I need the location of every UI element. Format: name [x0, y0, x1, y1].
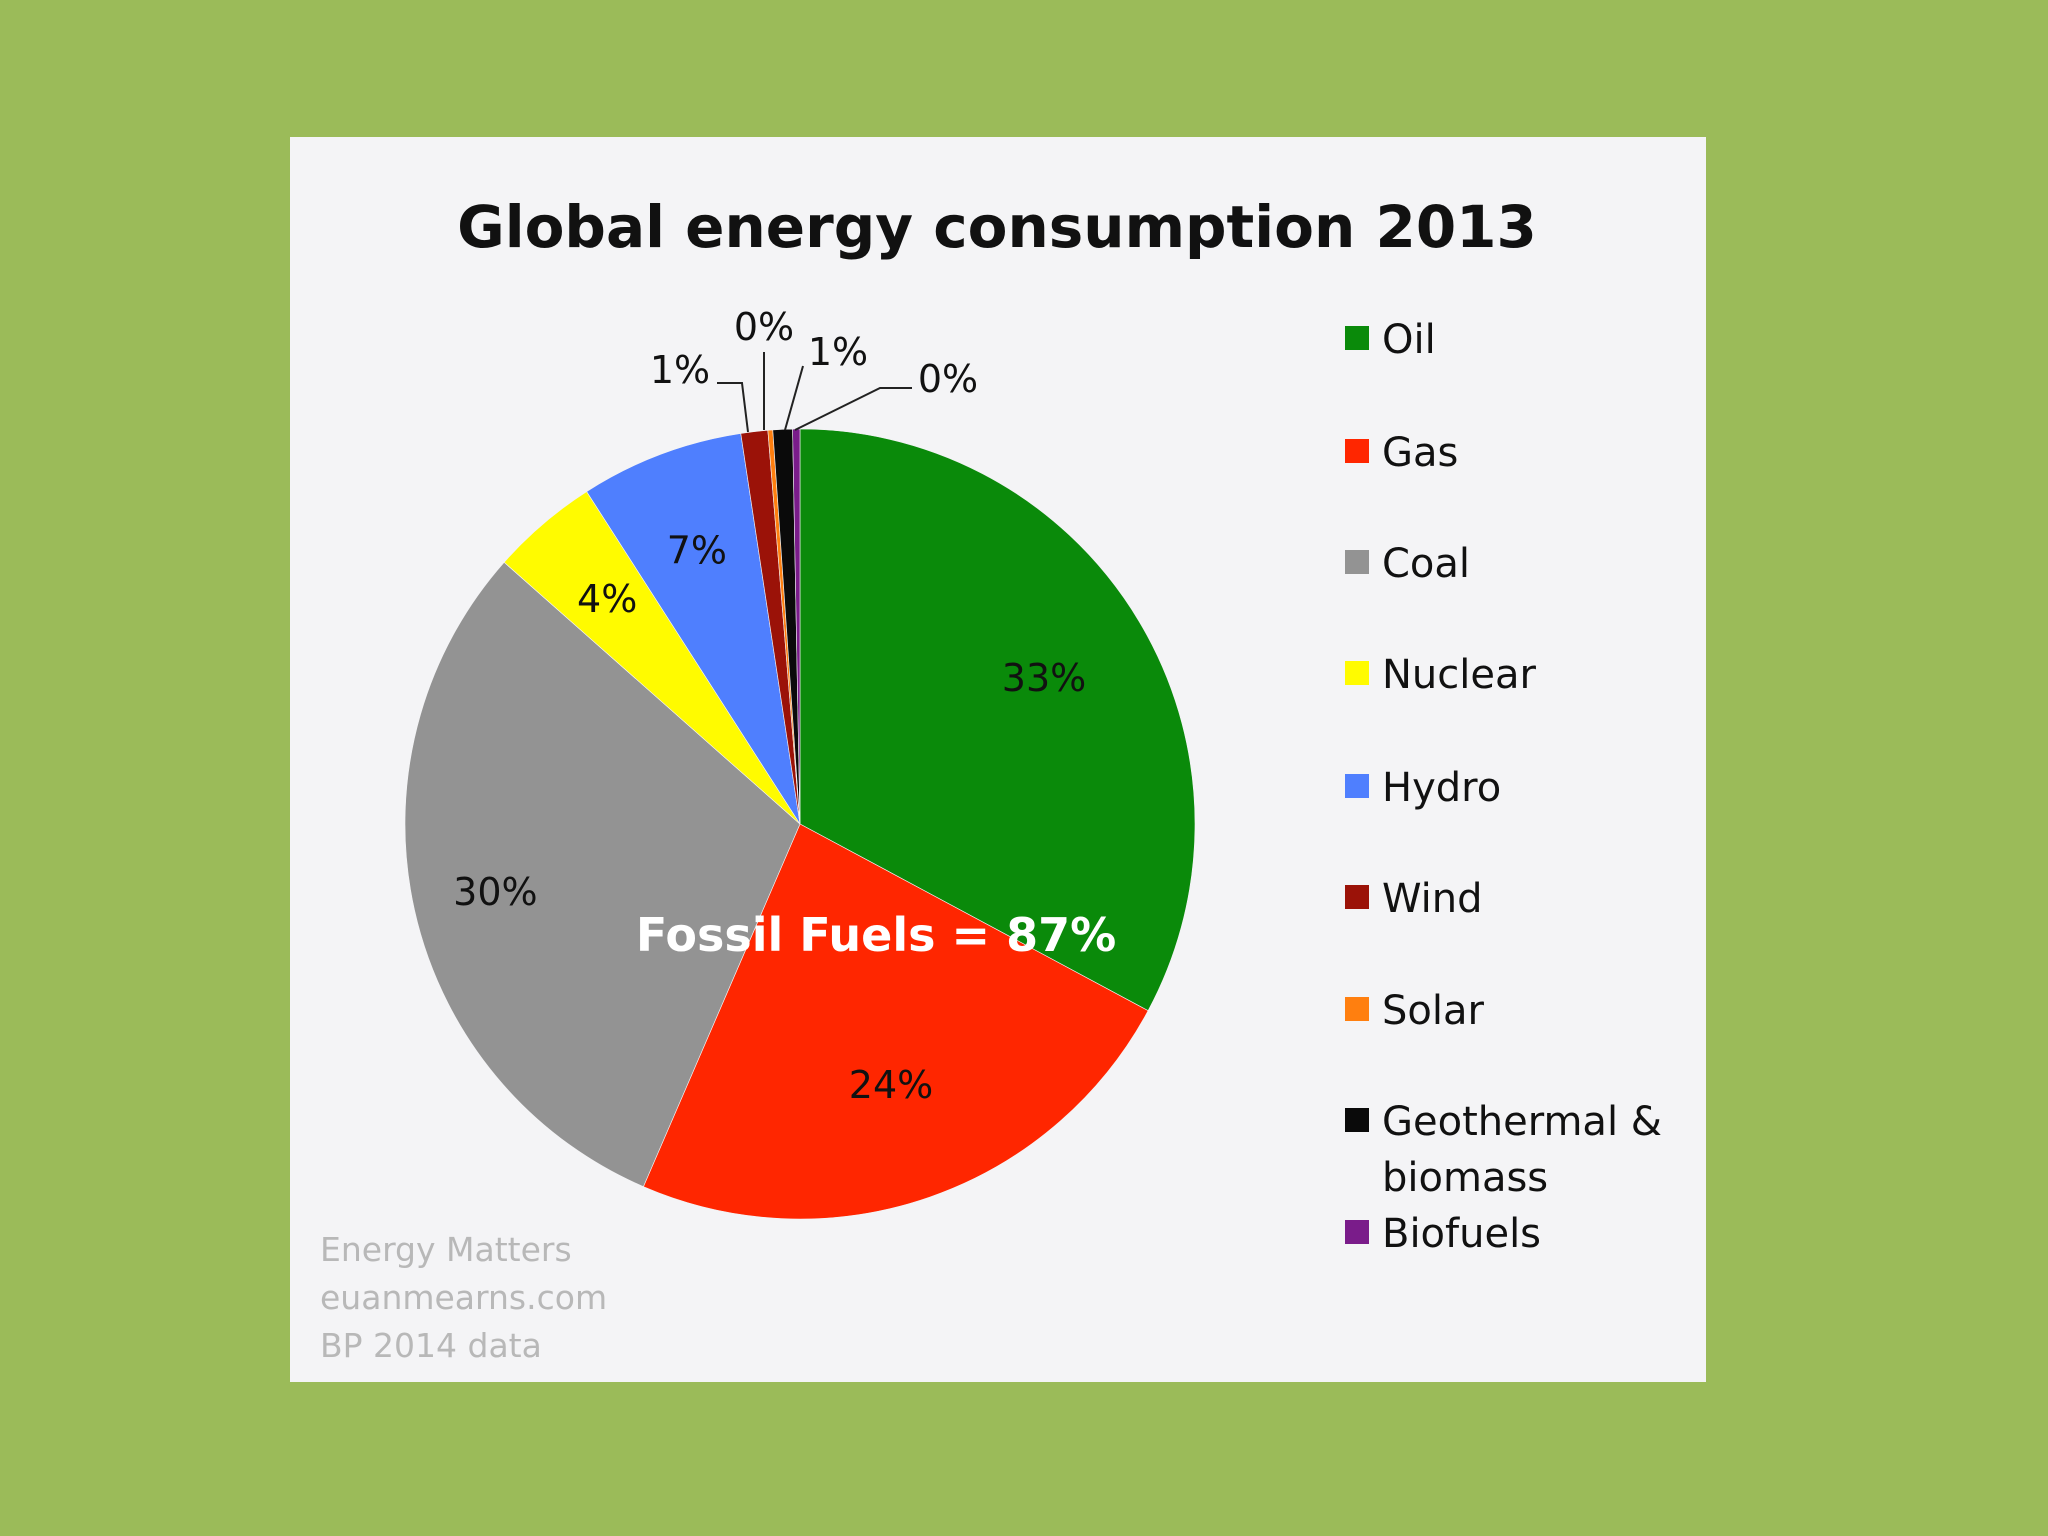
legend-swatch-oil [1345, 326, 1369, 350]
credit-line-3: BP 2014 data [320, 1326, 542, 1365]
legend-label-coal: Coal [1382, 541, 1470, 587]
data-label-geothermal-biomass: 1% [808, 330, 868, 374]
credit-line-1: Energy Matters [320, 1230, 572, 1269]
credit-line-2: euanmearns.com [320, 1278, 607, 1317]
data-label-gas: 24% [849, 1063, 933, 1107]
legend-label-geothermal-biomass: Geothermal & [1382, 1099, 1662, 1145]
legend-swatch-hydro [1345, 774, 1369, 798]
data-label-coal: 30% [453, 870, 537, 914]
legend-swatch-biofuels [1345, 1220, 1369, 1244]
legend-swatch-gas [1345, 439, 1369, 463]
legend-label-nuclear: Nuclear [1382, 652, 1537, 698]
legend-label-wind: Wind [1382, 876, 1483, 922]
pie-slice-hydro [586, 433, 801, 825]
leader-line-biofuels [794, 387, 912, 431]
legend-swatch-coal [1345, 550, 1369, 574]
legend-label-geothermal-biomass-line2: biomass [1382, 1155, 1548, 1201]
pie-slice-gas [643, 823, 1149, 1220]
legend-swatch-nuclear [1345, 661, 1369, 685]
leader-line-geothermal-biomass [784, 365, 804, 431]
legend-label-hydro: Hydro [1382, 765, 1501, 811]
leader-line-wind [717, 382, 749, 433]
legend-swatch-geothermal-biomass [1345, 1108, 1369, 1132]
legend-swatch-solar [1345, 997, 1369, 1021]
chart-title: Global energy consumption 2013 [457, 193, 1537, 261]
legend-label-gas: Gas [1382, 430, 1458, 476]
legend-label-solar: Solar [1382, 988, 1484, 1034]
data-label-wind: 1% [650, 348, 710, 392]
data-label-nuclear: 4% [577, 577, 637, 621]
data-label-biofuels: 0% [918, 357, 978, 401]
legend-swatch-wind [1345, 885, 1369, 909]
legend-label-biofuels: Biofuels [1382, 1211, 1541, 1257]
pie-slice-oil [799, 428, 1196, 1012]
data-label-oil: 33% [1002, 656, 1086, 700]
legend-label-oil: Oil [1382, 317, 1436, 363]
data-label-hydro: 7% [667, 529, 727, 573]
data-label-solar: 0% [734, 305, 794, 349]
pie-slice-coal [404, 561, 801, 1188]
fossil-fuels-annotation: Fossil Fuels = 87% [636, 908, 1116, 962]
